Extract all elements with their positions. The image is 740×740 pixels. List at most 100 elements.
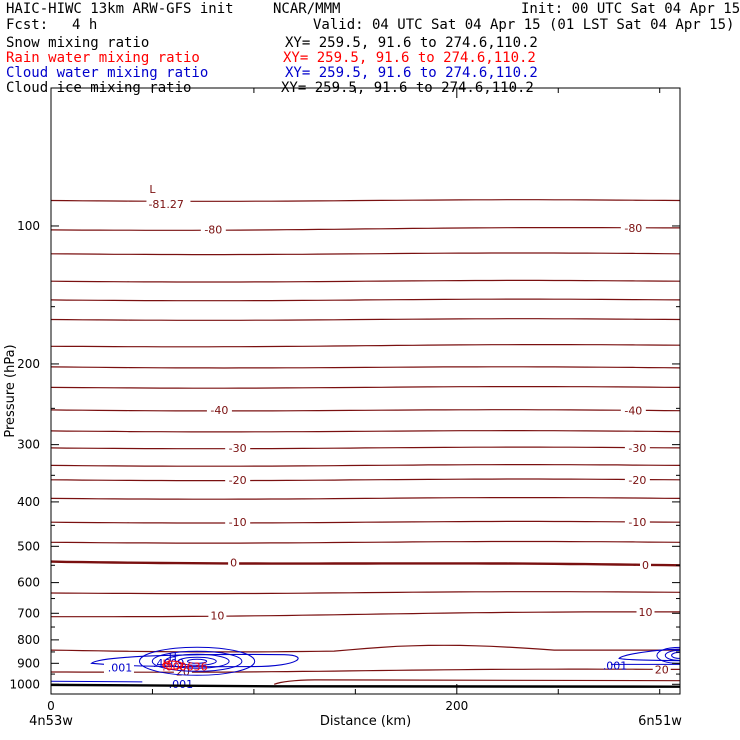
cloud-water-max-marker: H — [169, 651, 177, 664]
isotherm-label: -40 — [210, 404, 228, 417]
isotherm-line — [50, 430, 681, 433]
isotherm-label: 0 — [642, 559, 649, 572]
y-tick-label: 500 — [17, 539, 40, 553]
y-tick-label: 100 — [17, 219, 40, 233]
x-right-endpoint: 6n51w — [638, 714, 682, 729]
isotherm-line — [50, 591, 681, 595]
isotherm-line — [51, 668, 680, 673]
isotherm-label: -10 — [229, 516, 247, 529]
valid-time: Valid: 04 UTC Sat 04 Apr 15 (01 LST Sat … — [313, 17, 735, 33]
field-name-rain: Rain water mixing ratio — [6, 50, 200, 66]
field-xy-snow: XY= 259.5, 91.6 to 274.6,110.2 — [285, 35, 538, 51]
field-xy-cloudwater: XY= 259.5, 91.6 to 274.6,110.2 — [285, 65, 538, 81]
isotherm-label-bg — [640, 559, 652, 572]
isotherm-line — [50, 497, 681, 500]
y-tick-label: 700 — [17, 606, 40, 620]
isotherm-line — [50, 464, 681, 467]
isotherm-label: 0 — [230, 557, 237, 570]
cloud-water-contour — [664, 649, 681, 661]
cloud-water-contour — [138, 646, 256, 676]
cloud-water-contour-bottom — [50, 680, 143, 683]
isotherm-line — [50, 478, 681, 482]
isotherm-label: -30 — [628, 442, 646, 455]
isotherm-label-bg — [624, 516, 650, 529]
isotherm-label-bg — [620, 404, 646, 417]
isotherm-label-bg — [225, 441, 251, 454]
isotherm-label: -80 — [204, 223, 222, 236]
init-time: Init: 00 UTC Sat 04 Apr 15 — [521, 1, 740, 17]
isotherm-line — [50, 446, 681, 450]
isotherm-label-bg — [652, 663, 671, 676]
isotherm-label-bg — [624, 441, 650, 454]
isotherm-line — [50, 279, 681, 283]
isotherm-label-bg — [225, 473, 251, 486]
isotherm-label: -10 — [628, 516, 646, 529]
cloud-water-bottom-label: .001 — [169, 678, 194, 691]
x-tick-label: 0 — [47, 699, 55, 713]
isotherm-line — [51, 611, 680, 618]
ground-line — [50, 683, 681, 688]
field-xy-rain: XY= 259.5, 91.6 to 274.6,110.2 — [283, 50, 536, 66]
x-axis-title: Distance (km) — [320, 714, 411, 729]
x-tick-label: 200 — [445, 699, 468, 713]
isotherm-line — [50, 344, 681, 348]
near-surface-line — [273, 679, 681, 685]
isotherm-label: -80 — [624, 222, 642, 235]
moisture-contours: H.4609 .001 .001 .001 H.000636 — [50, 646, 681, 691]
minimum-value: -81.27 — [148, 198, 183, 211]
fcst-label: Fcst: — [6, 17, 49, 33]
minimum-value-bg — [146, 197, 191, 210]
cloud-water-contour — [151, 650, 243, 672]
isotherm-label-bg — [225, 516, 251, 529]
isotherm-line — [50, 540, 681, 544]
cloud-water-contour — [186, 658, 208, 664]
isotherm-label-bg — [624, 473, 650, 486]
field-xy-cloudice: XY= 259.5, 91.6 to 274.6,110.2 — [281, 80, 534, 96]
isotherm-line — [50, 318, 681, 321]
cloud-water-contour-right — [618, 648, 681, 662]
isotherm-label-bg — [206, 404, 232, 417]
y-tick-label: 800 — [17, 633, 40, 647]
isotherm-label-bg — [200, 223, 226, 236]
cloud-water-contour — [164, 653, 230, 669]
isotherm-label: 10 — [210, 609, 224, 622]
rain-water-max-marker: H — [163, 657, 171, 670]
cloud-water-max-value: .4609 — [153, 657, 185, 670]
isotherm-label-bg — [228, 556, 240, 569]
x-left-endpoint: 4n53w — [29, 714, 73, 729]
y-tick-label: 1000 — [9, 677, 40, 691]
isotherm-line — [50, 520, 681, 524]
y-axis-title: Pressure (hPa) — [3, 344, 18, 437]
isotherm-line — [50, 386, 681, 389]
isotherm-label: -20 — [628, 474, 646, 487]
isotherm-label: -20 — [229, 474, 247, 487]
cloud-water-contour — [671, 651, 681, 659]
isotherm-line — [50, 560, 681, 567]
title-center: NCAR/MMM — [273, 1, 341, 17]
isotherm-line — [50, 252, 681, 256]
isotherm-line — [50, 366, 681, 369]
cloud-water-min-label: .001 — [108, 661, 133, 674]
plot-border — [50, 87, 681, 695]
y-tick-label: 300 — [17, 438, 40, 452]
cloud-water-right-label: .001 — [603, 659, 628, 672]
isotherm-label: -30 — [229, 442, 247, 455]
boundary-layer-line — [50, 644, 680, 653]
rain-water-max-value: .000636 — [162, 661, 208, 674]
cloud-water-contour-outer — [90, 653, 299, 668]
isotherm-label-bg — [620, 222, 646, 235]
rain-water-contour — [162, 660, 184, 670]
isotherm-line — [50, 298, 681, 302]
fcst-value: 4 h — [72, 17, 98, 33]
isotherm-line — [50, 409, 681, 412]
isotherm-label-bg — [636, 606, 655, 619]
y-tick-label: 200 — [17, 357, 40, 371]
isotherm-label-bg — [208, 609, 227, 622]
isotherm-label: -40 — [624, 405, 642, 418]
isotherm-line — [50, 227, 680, 231]
plot-labels: L -81.27 Distance (km) Pressure (hPa) 4n53w 6… — [3, 183, 682, 729]
field-name-snow: Snow mixing ratio — [6, 35, 150, 51]
